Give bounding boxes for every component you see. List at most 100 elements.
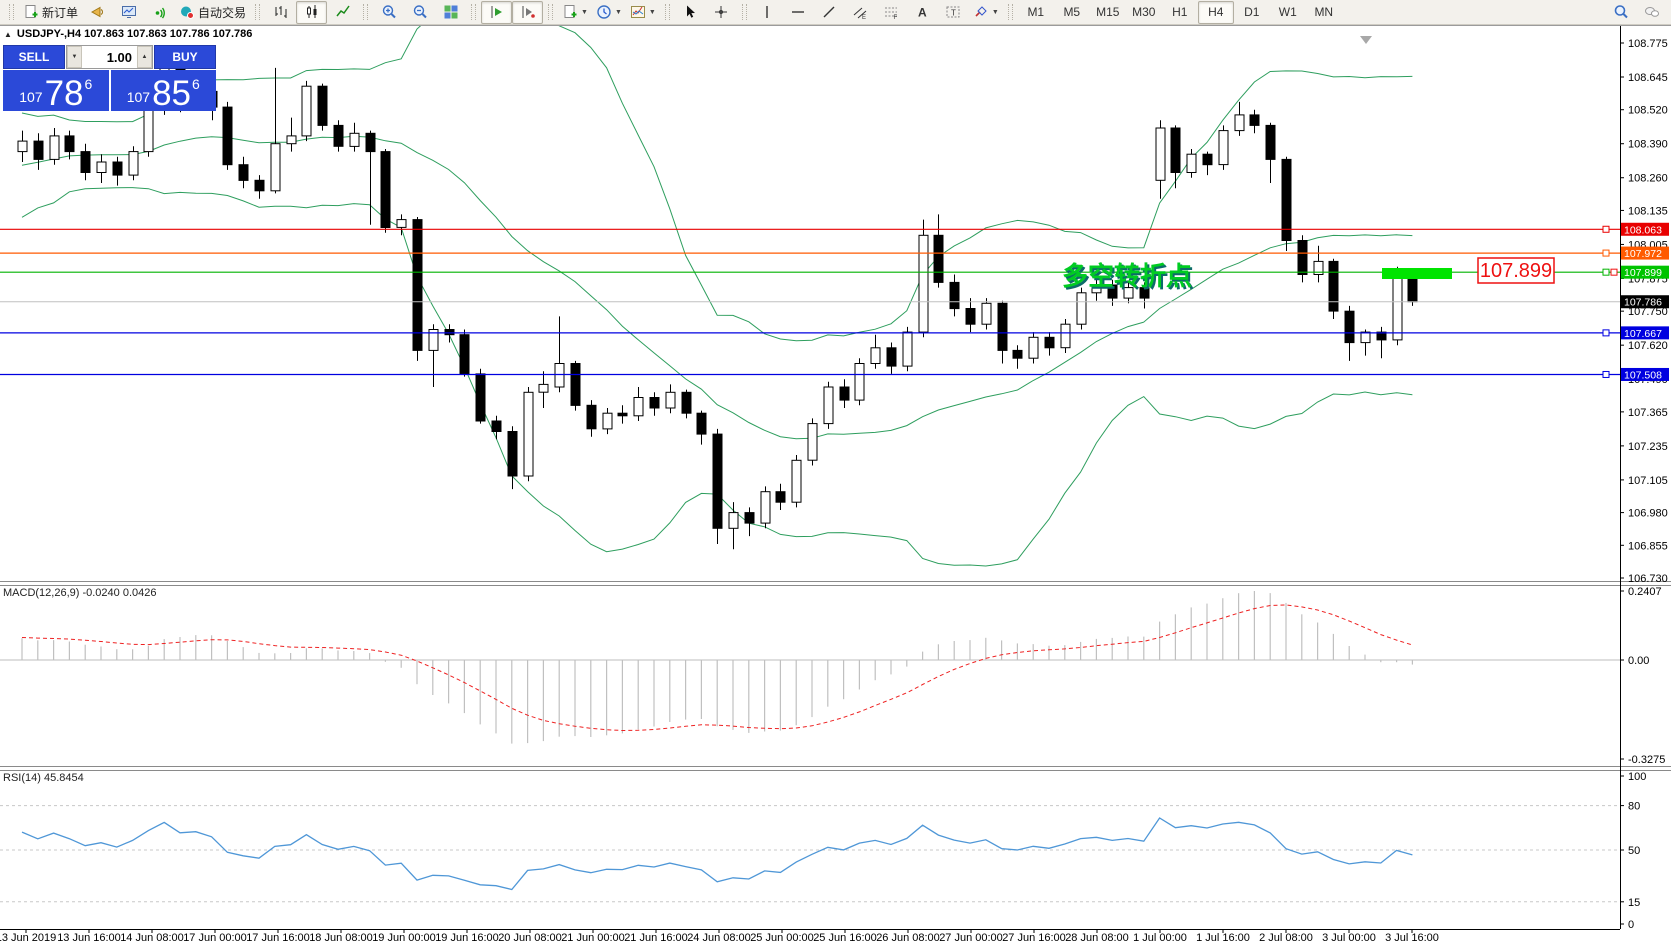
timeframe-m5-button[interactable]: M5 [1063,5,1081,19]
line-chart-button[interactable] [327,1,358,24]
timeframe-m1-button[interactable]: M1 [1027,5,1045,19]
fibonacci-button[interactable]: F [876,1,907,24]
toolbar-group-grip[interactable] [548,4,554,20]
level-handle[interactable] [1602,268,1610,276]
price-tick-label: 108.520 [1628,105,1668,117]
chart-bars-icon [275,6,287,18]
volume-input[interactable] [82,46,137,68]
text-label-icon: T [946,6,960,18]
new-order-button[interactable]: 新订单 [19,1,82,24]
pane-splitter[interactable] [0,581,1671,585]
bar-chart-button[interactable] [265,1,296,24]
signals-button[interactable] [144,1,175,24]
market-watch-button[interactable] [113,1,144,24]
timeframe-d1-button[interactable]: D1 [1244,5,1260,19]
highlight-rectangle[interactable] [1382,268,1452,279]
timeframe-h4-button[interactable]: H4 [1197,0,1234,24]
arrows-button[interactable]: ▼ [969,1,1003,24]
bull-candle [602,412,613,430]
date-tick-label: 2 Jul 08:00 [1259,932,1313,944]
news-button[interactable] [82,1,113,24]
autotrade-icon [181,6,195,19]
toolbar-group-grip[interactable] [1007,4,1013,20]
price-badge-107.508 [1621,367,1669,381]
trendline-icon [823,6,835,18]
bull-candle [428,329,439,351]
text-label-button[interactable]: T [938,1,969,24]
auto-scroll-button[interactable] [481,0,513,24]
chart-shift-marker[interactable] [1360,36,1372,44]
timeframe-h1-button[interactable]: H1 [1172,5,1188,19]
text-button[interactable]: A [907,1,938,24]
symbol-line: ▲ USDJPY-,H4 107.863 107.863 107.786 107… [4,28,252,40]
indicators-button[interactable]: ▼ [626,1,660,24]
vertical-line-button[interactable] [752,1,783,24]
zoom-out-icon [413,5,427,19]
volume-stepper: ▼ ▲ [66,45,153,69]
bear-candle [1344,310,1355,344]
toolbar-group-grip[interactable] [363,4,369,20]
toolbar-group-grip[interactable] [471,4,477,20]
candlestick-chart-button[interactable] [296,0,328,24]
crosshair-button[interactable] [706,1,737,24]
candles-layer [17,60,1418,550]
volume-decrease-button[interactable]: ▼ [67,46,82,68]
profiles-button[interactable]: ▼ [592,1,626,24]
level-handle[interactable] [1602,225,1610,233]
price-tick-label: 108.775 [1628,38,1668,50]
chat-button[interactable] [1636,1,1667,24]
tile-icon [444,5,458,19]
bear-candle [491,420,502,432]
bull-candle [870,347,881,364]
bear-candle [933,234,944,283]
indicator-icon [630,6,645,18]
buy-price-box[interactable]: 107 85 6 [110,70,216,111]
cursor-button[interactable] [675,1,706,24]
timeframe-w1-button[interactable]: W1 [1278,5,1297,19]
bear-candle [965,308,976,325]
bull-candle [760,491,771,524]
tile-windows-button[interactable] [435,1,466,24]
bull-candle [96,161,107,173]
level-handle[interactable] [1602,329,1610,337]
horizontal-line-button[interactable] [783,1,814,24]
search-button[interactable] [1605,1,1636,24]
equidistant-channel-button[interactable]: E [845,1,876,24]
note-text[interactable]: 多空转折点 [1062,261,1192,291]
bull-candle [1076,292,1087,325]
macd-indicator [0,591,1620,744]
price-tag-box[interactable] [1477,257,1555,284]
chevron-down-icon: ▼ [581,8,588,16]
price-tag-text[interactable]: 107.899 [1480,260,1552,282]
bull-candle [823,386,834,425]
chart-shift-button[interactable] [512,0,544,24]
timeframe-mn-button[interactable]: MN [1314,5,1334,19]
timeframe-m30-button[interactable]: M30 [1132,5,1156,19]
bull-candle [1313,260,1324,275]
timeframe-m15-button[interactable]: M15 [1096,5,1120,19]
level-handle[interactable] [1602,249,1610,257]
megaphone-icon [90,6,103,18]
bull-candle [128,151,139,176]
toolbar-group-grip[interactable] [255,4,261,20]
autotrading-button[interactable]: 自动交易 [175,1,250,24]
doc-plus-icon [25,5,38,18]
zoom-out-button[interactable] [404,1,435,24]
buy-button[interactable]: BUY [154,45,216,69]
volume-increase-button[interactable]: ▲ [137,46,152,68]
toolbar-group-grip[interactable] [664,4,670,20]
rsi-axis-label: 80 [1628,801,1640,813]
zoom-in-button[interactable] [373,1,404,24]
trendline-button[interactable] [814,1,845,24]
toolbar-group-grip[interactable] [741,4,747,20]
sell-price-box[interactable]: 107 78 6 [3,70,109,111]
level-handle[interactable] [1602,370,1610,378]
panel-collapse-icon[interactable]: ▲ [4,29,12,39]
bear-candle [1202,153,1213,166]
sell-button[interactable]: SELL [3,45,65,69]
toolbar-group-grip[interactable] [9,4,14,20]
bear-candle [380,151,391,229]
new-chart-button[interactable]: ▼ [558,1,592,24]
pane-splitter[interactable] [0,766,1671,770]
price-tag-anchor[interactable] [1610,268,1618,276]
